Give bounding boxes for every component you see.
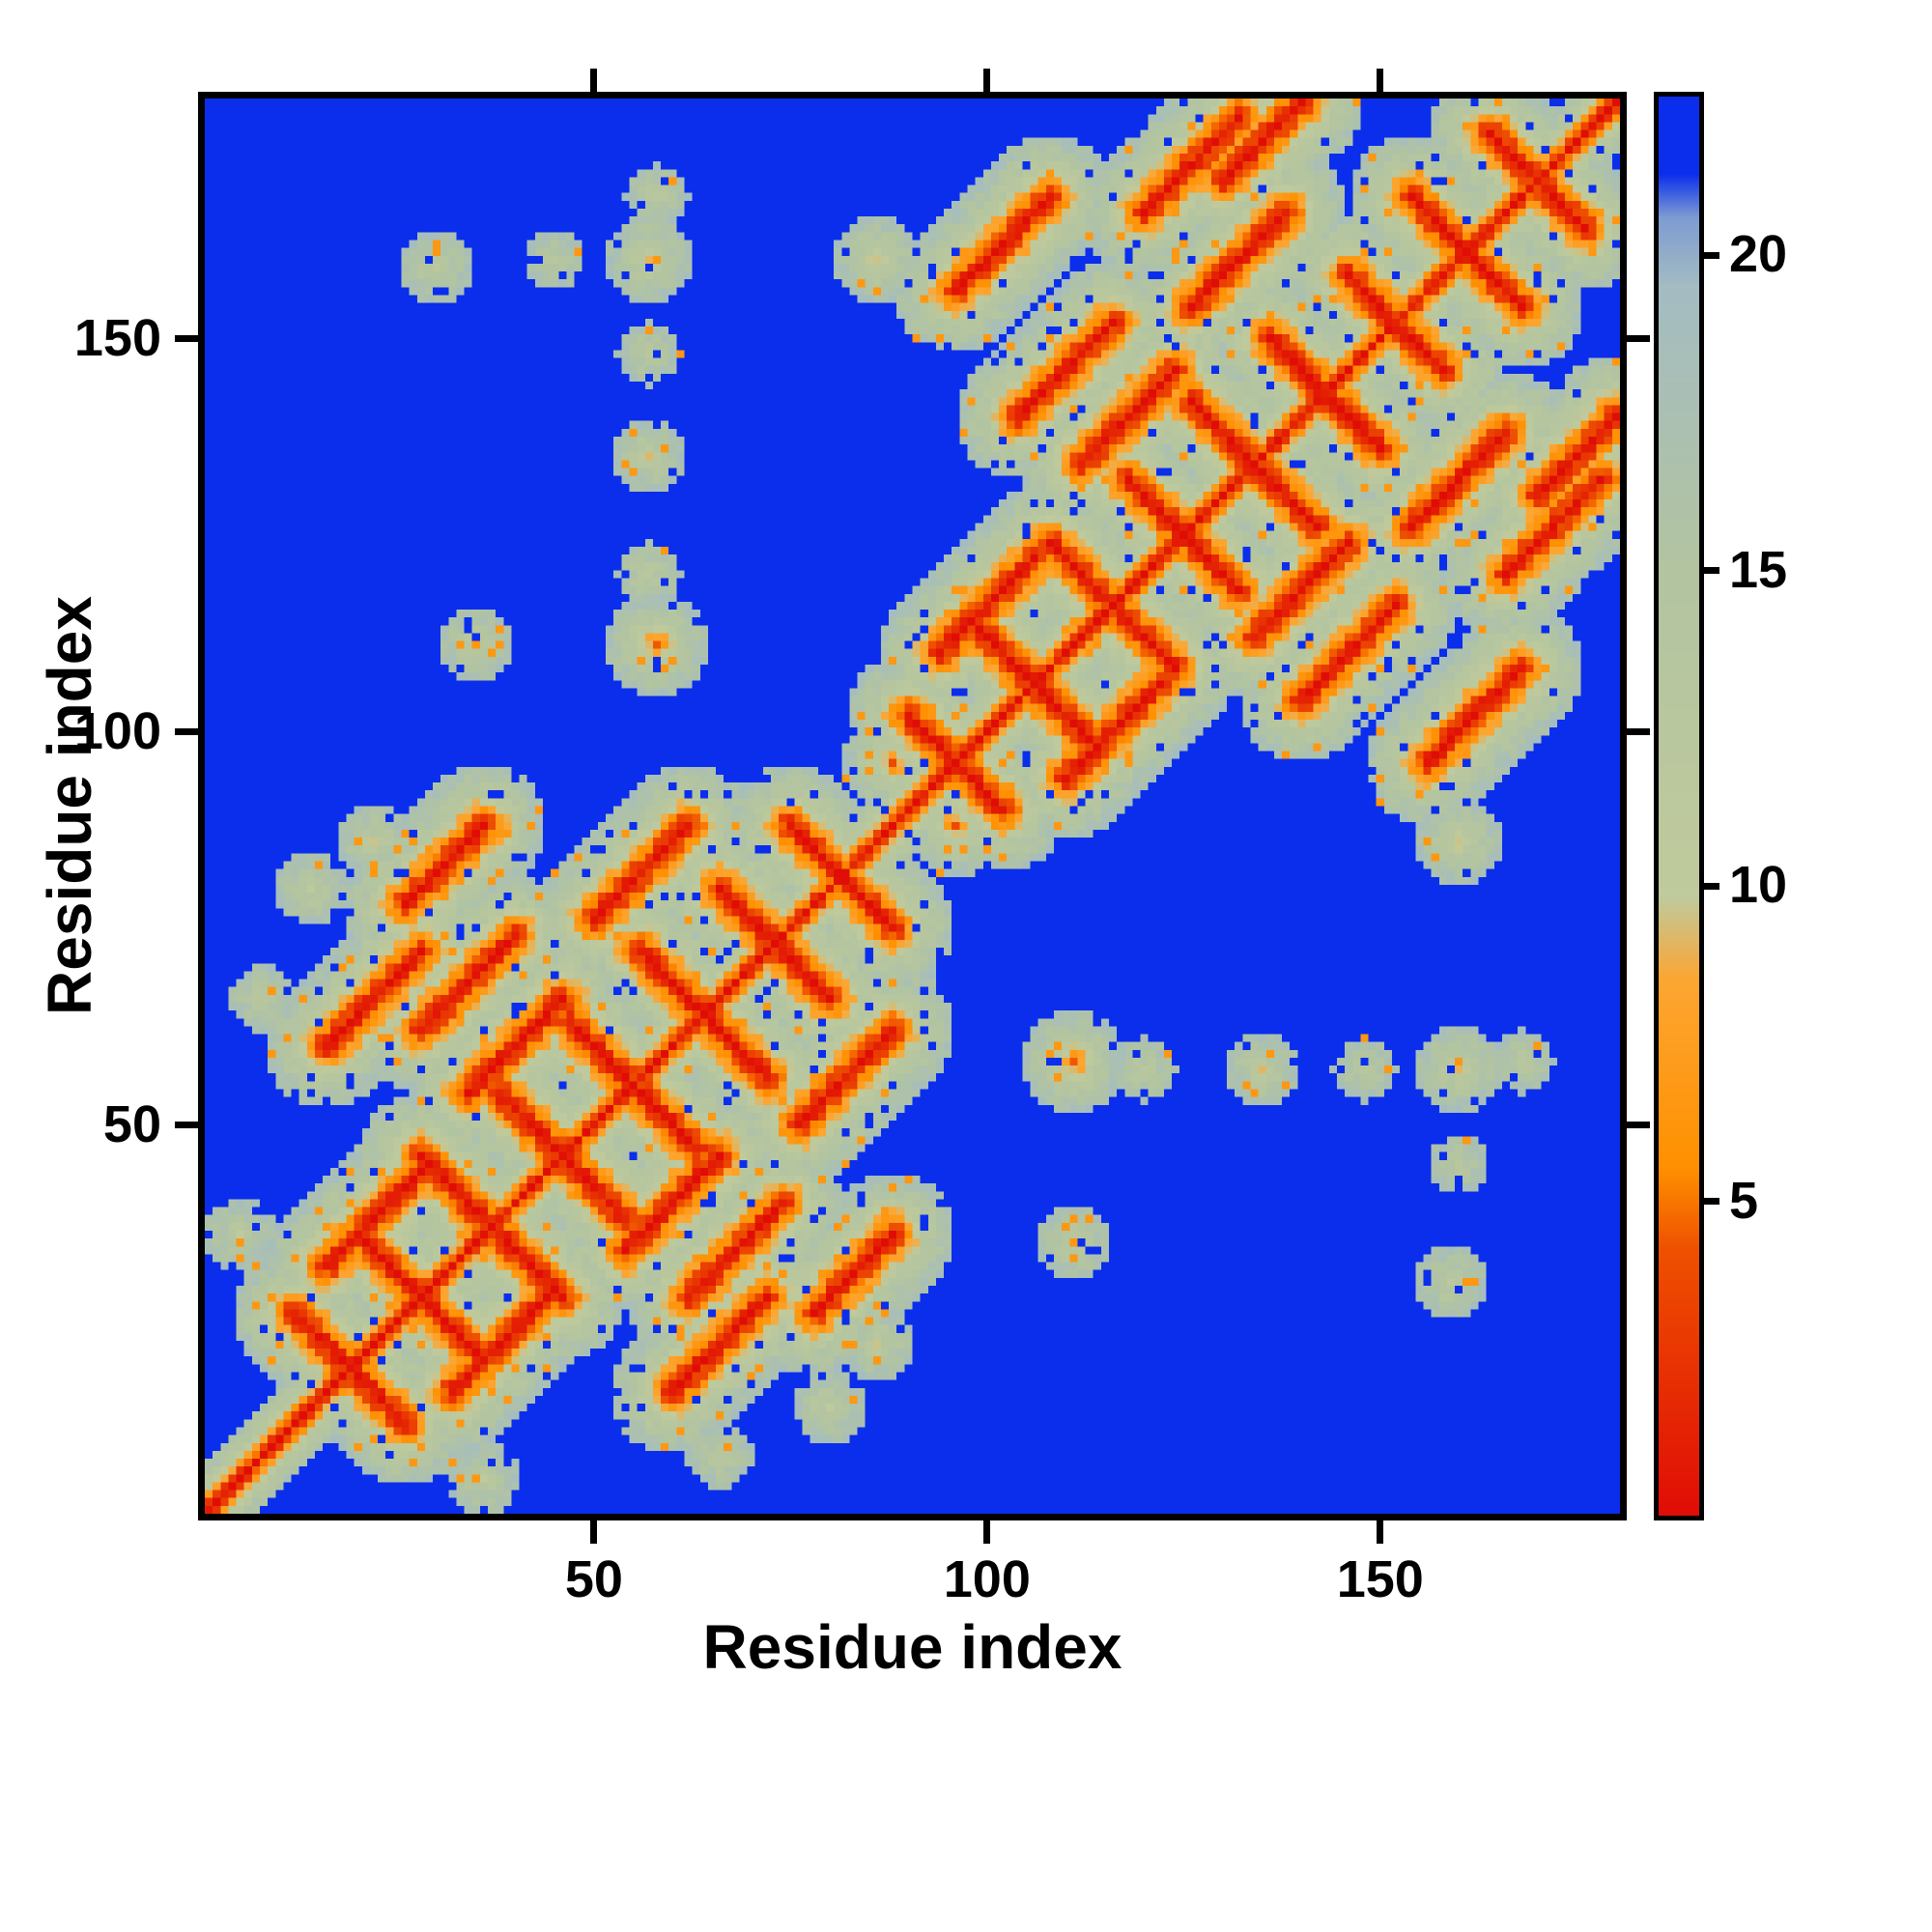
colorbar-tick-label: 10: [1729, 856, 1788, 915]
y-axis-tick-label: 150: [73, 309, 161, 368]
x-axis-tick-top: [590, 69, 598, 92]
colorbar-gradient: [1659, 97, 1699, 1516]
x-axis-label: Residue index: [702, 1612, 1122, 1682]
y-axis-tick-left: [175, 1121, 198, 1128]
x-axis-tick-top: [983, 69, 991, 92]
y-axis-tick-right: [1627, 334, 1650, 342]
colorbar-tick: [1704, 1198, 1719, 1206]
y-axis-tick-label: 50: [102, 1095, 161, 1154]
x-axis-tick-bottom: [590, 1520, 598, 1544]
y-axis-label: Residue index: [35, 596, 104, 1015]
x-axis-tick-bottom: [983, 1520, 991, 1544]
colorbar-tick: [1704, 251, 1719, 259]
y-axis-tick-right: [1627, 727, 1650, 735]
colorbar-tick-label: 5: [1729, 1171, 1759, 1230]
colorbar: [1654, 92, 1704, 1520]
plot-area: [198, 92, 1627, 1520]
colorbar-tick-label: 20: [1729, 225, 1788, 284]
x-axis-tick-top: [1377, 69, 1384, 92]
colorbar-tick: [1704, 567, 1719, 575]
y-axis-tick-left: [175, 334, 198, 342]
residue-distance-heatmap: [205, 99, 1620, 1514]
x-axis-tick-label: 50: [564, 1550, 623, 1608]
x-axis-tick-label: 100: [943, 1550, 1031, 1608]
x-axis-tick-bottom: [1377, 1520, 1384, 1544]
y-axis-tick-left: [175, 727, 198, 735]
colorbar-tick: [1704, 882, 1719, 890]
colorbar-tick-label: 15: [1729, 540, 1788, 599]
x-axis-tick-label: 150: [1336, 1550, 1424, 1608]
y-axis-tick-label: 100: [73, 702, 161, 761]
y-axis-tick-right: [1627, 1121, 1650, 1128]
